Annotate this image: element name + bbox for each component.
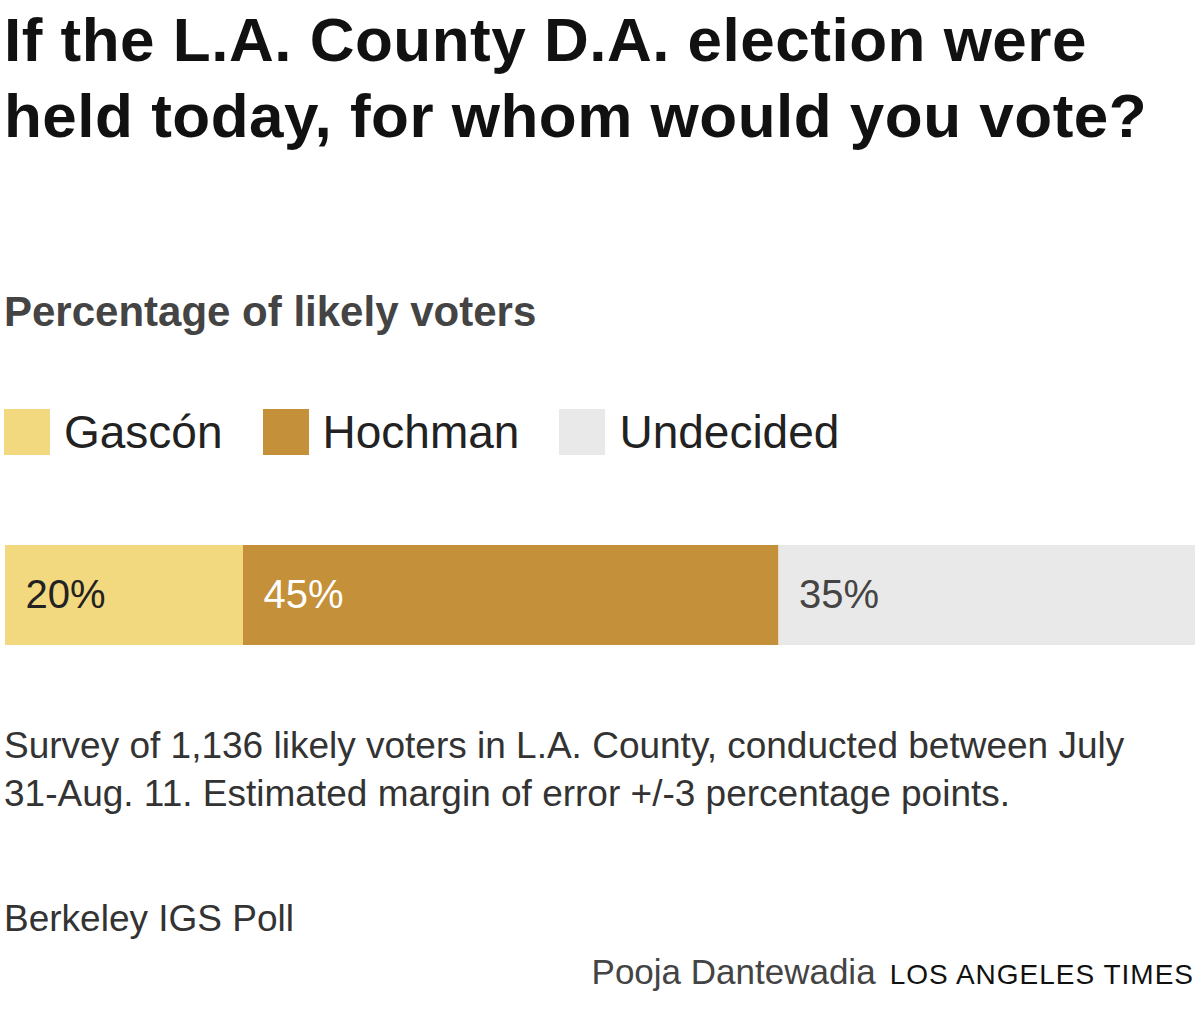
html-text:Survey of 1,136 likely voters: Survey of 1,136 likely voters in L.A. Co… [4, 725, 1125, 814]
html-text:Hochman: Hochman [322, 406, 520, 458]
html-text:If the L.A. County D.A. electi: If the L.A. County D.A. election were he… [4, 5, 1148, 150]
html-text:Berkeley IGS Poll: Berkeley IGS Poll [4, 898, 294, 939]
html-text:Undecided: Undecided [619, 406, 840, 458]
svg-text:20%: 20% [26, 572, 106, 616]
svg-text:45%: 45% [264, 572, 344, 616]
html-text:Pooja Dantewadia LOS ANGELES T: Pooja Dantewadia LOS ANGELES TIMES [591, 952, 1194, 991]
html-text:Percentage of likely voters: Percentage of likely voters [4, 288, 537, 335]
html-text:Gascón: Gascón [64, 406, 223, 458]
svg-text:35%: 35% [799, 572, 879, 616]
